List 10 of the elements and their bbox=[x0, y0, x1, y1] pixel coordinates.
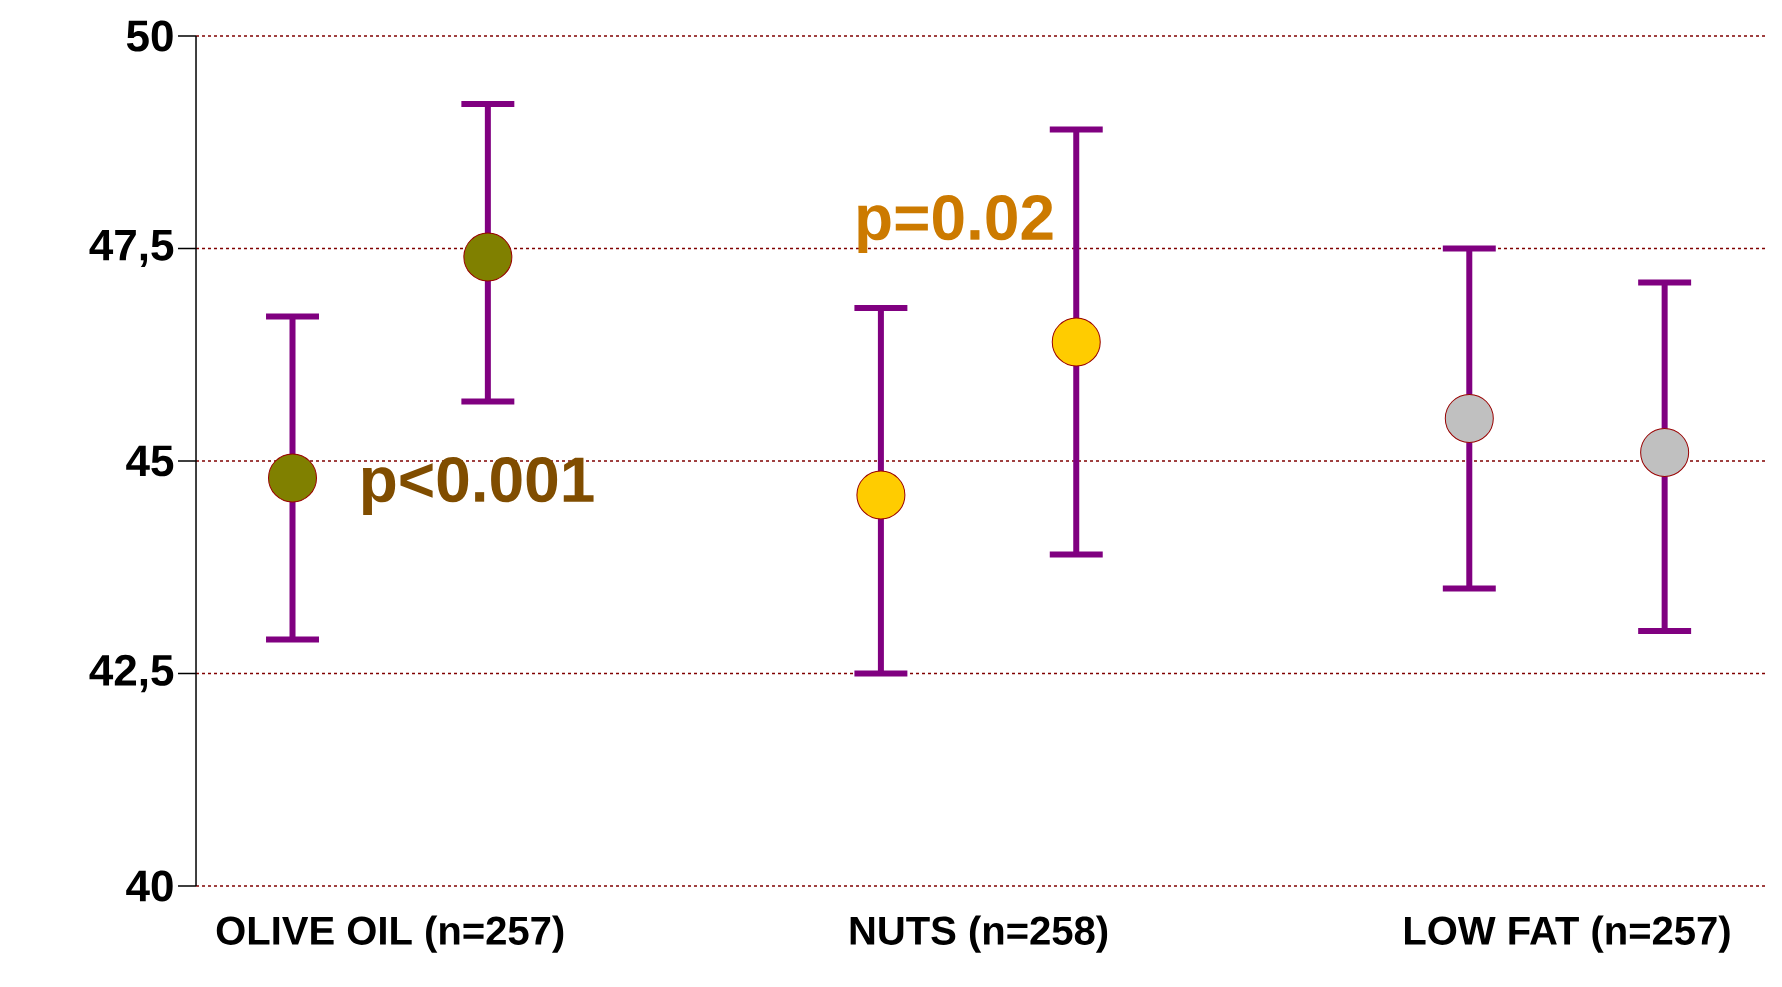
x-tick-label: NUTS (n=258) bbox=[850, 915, 1108, 953]
x-tick-label: LOW FAT (n=257) bbox=[1405, 915, 1730, 953]
x-tick-label: OLIVE OIL (n=257) bbox=[216, 915, 564, 953]
y-tick-label: 47,5 bbox=[89, 229, 174, 268]
y-tick-label: 45 bbox=[126, 445, 174, 477]
y-tick-label: 50 bbox=[126, 20, 173, 52]
annotation: p=0.02 bbox=[858, 194, 1053, 253]
annotation: p<0.001 bbox=[362, 456, 594, 515]
y-tick-label: 40 bbox=[126, 870, 173, 902]
y-tick-label: 42,5 bbox=[89, 654, 174, 693]
